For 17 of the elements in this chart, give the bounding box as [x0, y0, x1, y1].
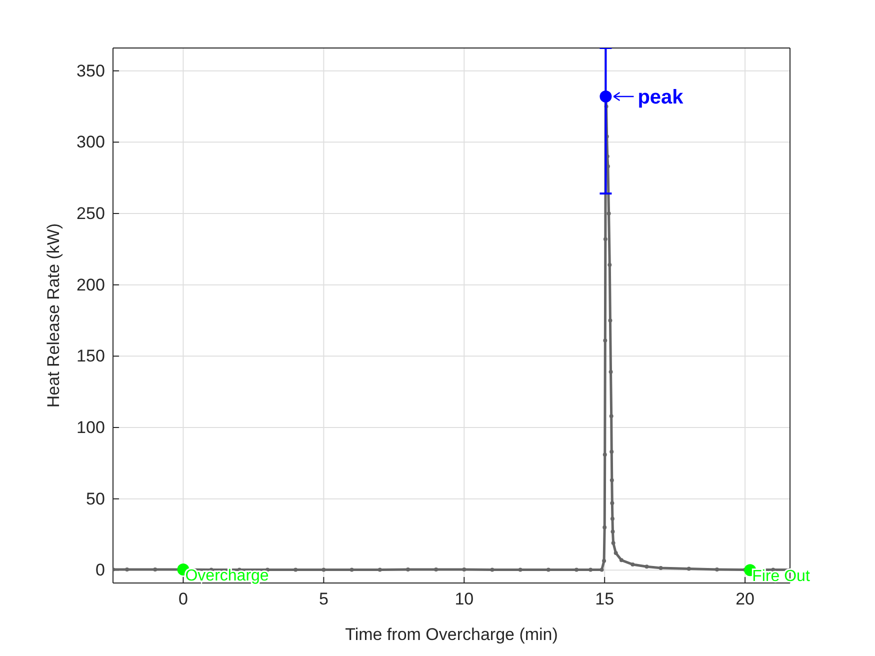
y-tick-label: 0: [95, 560, 105, 580]
x-tick-label: 0: [178, 590, 188, 609]
y-axis-title: Heat Release Rate (kW): [44, 223, 63, 408]
y-tick-label: 250: [76, 204, 105, 223]
x-tick-label: 15: [595, 590, 614, 609]
y-tick-label: 100: [76, 418, 105, 437]
y-tick-label: 350: [76, 61, 105, 80]
x-tick-label: 20: [736, 590, 755, 609]
y-tick-label: 50: [86, 489, 105, 508]
y-tick-label: 200: [76, 275, 105, 294]
x-axis-title: Time from Overcharge (min): [345, 625, 558, 644]
x-tick-label: 10: [454, 590, 474, 609]
annotation: peak: [638, 86, 684, 109]
y-tick-label: 300: [76, 132, 105, 152]
y-tick-label: 150: [76, 346, 105, 366]
annotation: Overcharge: [185, 567, 269, 584]
x-tick-label: 5: [318, 590, 328, 609]
